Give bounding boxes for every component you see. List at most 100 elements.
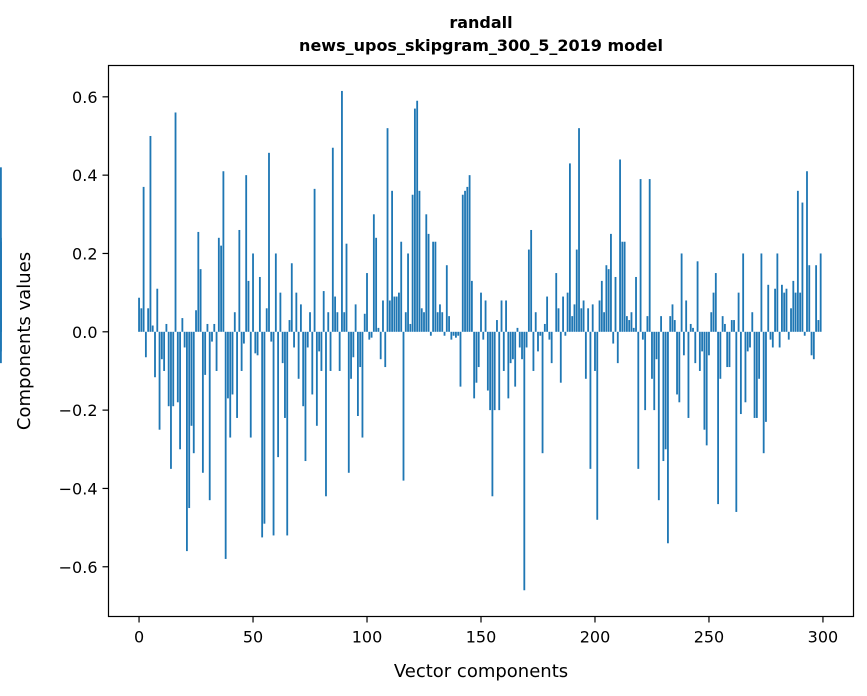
x-tick-label: 250	[694, 628, 725, 647]
bar-261	[733, 320, 735, 332]
bar-202	[598, 300, 601, 332]
bar-260	[730, 320, 733, 332]
bar-11	[163, 331, 166, 371]
bar-186	[562, 296, 564, 332]
bar-41	[231, 331, 234, 395]
bar-15	[172, 331, 175, 407]
bar-206	[607, 269, 610, 332]
bar-86	[334, 296, 337, 332]
bar-252	[712, 292, 715, 332]
bar-273	[760, 253, 763, 332]
bar-17	[176, 331, 179, 403]
bar-217	[632, 327, 635, 332]
bar-1	[140, 308, 143, 332]
bar-35	[217, 237, 220, 332]
bar-237	[678, 331, 681, 403]
bar-107	[382, 300, 384, 332]
bar-13	[167, 331, 170, 407]
bar-229	[660, 316, 662, 332]
bar-42	[233, 312, 236, 332]
bar-171	[527, 249, 530, 332]
bar-203	[600, 280, 603, 332]
bar-249	[705, 331, 708, 446]
bar-243	[692, 327, 694, 332]
x-tick-label: 150	[466, 628, 497, 647]
bar-105	[377, 327, 380, 332]
bar-130	[434, 241, 437, 332]
bar-135	[445, 265, 448, 332]
bar-194	[580, 308, 583, 332]
bar-46	[243, 331, 245, 344]
bar-93	[350, 331, 352, 379]
bar-77	[313, 188, 316, 332]
bar-97	[359, 331, 362, 368]
bar-214	[625, 316, 628, 332]
bar-297	[815, 265, 818, 332]
bar-114	[398, 292, 400, 332]
bar-10	[160, 331, 163, 360]
bar-27	[199, 269, 202, 332]
bar-190	[571, 316, 574, 332]
bar-259	[728, 331, 731, 368]
bar-282	[781, 284, 783, 332]
bar-89	[341, 90, 343, 332]
bar-277	[769, 331, 772, 340]
bar-49	[249, 331, 252, 438]
bar-111	[391, 190, 393, 332]
y-tick-label: 0.6	[72, 88, 97, 107]
bar-222	[644, 331, 647, 411]
bar-244	[694, 331, 697, 364]
bar-179	[546, 296, 549, 332]
bar-68	[293, 331, 295, 348]
bar-212	[621, 241, 624, 332]
bar-19	[181, 318, 184, 332]
bar-155	[491, 331, 494, 497]
bar-187	[564, 331, 567, 336]
bar-47	[245, 175, 248, 332]
bar-81	[322, 291, 325, 332]
bar-191	[573, 304, 576, 332]
bar-267	[746, 331, 749, 352]
x-tick-label: 50	[243, 628, 263, 647]
bar-163	[509, 331, 512, 364]
bar-192	[575, 249, 578, 332]
bar-247	[701, 331, 704, 352]
bar-168	[521, 331, 523, 360]
bar-263	[737, 292, 740, 332]
bar-33	[213, 323, 216, 332]
bar-158	[498, 331, 501, 411]
y-axis-ticks: −0.6 −0.4 −0.2 0.0 0.2 0.4 0.6	[59, 88, 109, 577]
bar-153	[486, 331, 489, 391]
bar-215	[628, 320, 631, 332]
bar-159	[500, 300, 503, 332]
bar-128	[429, 331, 432, 336]
bar-152	[484, 300, 487, 332]
x-axis-label: Vector components	[394, 661, 568, 682]
bar-264	[739, 331, 742, 415]
bar-248	[703, 331, 706, 430]
bar-195	[582, 300, 585, 332]
bar-255	[719, 331, 722, 379]
bar-165	[514, 331, 517, 387]
bar-180	[548, 331, 551, 340]
bar-250	[708, 331, 710, 356]
bar-102	[370, 331, 373, 338]
bar-60	[274, 253, 277, 332]
bar-239	[682, 331, 685, 356]
bar-125	[423, 312, 425, 332]
bar-162	[507, 331, 510, 399]
bar-218	[635, 276, 637, 332]
bar-66	[288, 320, 291, 332]
chart-title: randall	[449, 13, 512, 32]
y-tick-label: 0.0	[72, 323, 97, 342]
bar-166	[516, 327, 519, 332]
bar-291	[801, 202, 804, 332]
bar-205	[605, 265, 608, 332]
bar-200	[594, 331, 596, 371]
bar-12	[165, 323, 168, 332]
bar-7	[154, 331, 156, 378]
bar-82	[325, 331, 327, 497]
bar-268	[749, 331, 751, 348]
